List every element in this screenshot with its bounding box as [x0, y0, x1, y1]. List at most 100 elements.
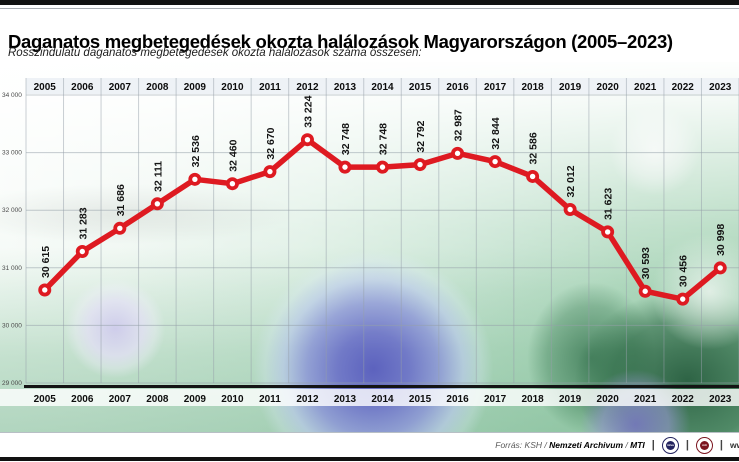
x-tick-label-top: 2017 [484, 82, 507, 93]
data-point-hole [454, 150, 461, 157]
x-tick-label-top: 2010 [221, 82, 244, 93]
mtva-logo-icon: mtva [661, 436, 679, 454]
data-label-2006: 31 283 [77, 207, 89, 239]
x-axis-line [24, 385, 739, 388]
data-label-2008: 32 111 [152, 161, 164, 192]
x-tick-label-bottom: 2006 [71, 394, 94, 405]
x-tick-label-bottom: 2020 [597, 394, 620, 405]
x-tick-label-bottom: 2021 [634, 394, 657, 405]
x-tick-label-bottom: 2012 [296, 394, 319, 405]
data-point-hole [342, 164, 348, 170]
x-axis-bottom-band [0, 389, 739, 406]
x-tick-label-bottom: 2013 [334, 394, 357, 405]
x-tick-label-bottom: 2022 [672, 394, 695, 405]
footer-divider-1: | [651, 439, 655, 451]
y-tick-label: 30 000 [2, 322, 22, 329]
data-label-2015: 32 792 [415, 120, 427, 152]
y-tick-label: 32 000 [2, 207, 22, 214]
data-label-2009: 32 536 [190, 135, 202, 167]
x-tick-label-top: 2020 [597, 82, 620, 93]
source-separator: / [544, 440, 547, 450]
bottom-border-bar [0, 457, 739, 461]
x-tick-label-bottom: 2018 [521, 394, 544, 405]
source-prefix: Forrás: [495, 440, 523, 450]
data-label-2012: 33 224 [302, 95, 314, 127]
x-tick-label-top: 2006 [71, 82, 94, 93]
data-label-2020: 31 623 [603, 188, 615, 220]
top-divider-line [0, 8, 739, 9]
x-tick-label-top: 2022 [672, 82, 695, 93]
data-label-2010: 32 460 [227, 139, 239, 171]
data-point-hole [717, 265, 723, 271]
page-title: Daganatos megbetegedések okozta halálozá… [8, 31, 673, 53]
y-tick-label: 29 000 [2, 380, 22, 387]
y-tick-label: 33 000 [2, 150, 22, 157]
data-label-2013: 32 748 [340, 123, 352, 155]
x-tick-label-bottom: 2015 [409, 394, 432, 405]
data-label-2022: 30 456 [678, 255, 690, 287]
x-tick-label-bottom: 2010 [221, 394, 244, 405]
x-tick-label-bottom: 2011 [259, 394, 281, 405]
data-point-hole [642, 288, 648, 294]
x-tick-label-top: 2007 [109, 82, 132, 93]
data-label-2019: 32 012 [565, 165, 577, 197]
x-axis-top-band [26, 78, 739, 94]
page-subtitle: Rosszindulatú daganatos megbetegedések o… [8, 47, 422, 59]
x-tick-label-top: 2019 [559, 82, 582, 93]
x-tick-label-top: 2011 [259, 82, 281, 93]
data-point-hole [229, 181, 236, 187]
source-mti: MTI [630, 440, 645, 450]
x-tick-label-bottom: 2023 [709, 394, 732, 405]
mti-logo-text: mti [699, 440, 709, 450]
x-tick-label-bottom: 2007 [109, 394, 132, 405]
data-point-hole [304, 136, 311, 143]
x-tick-label-top: 2013 [334, 82, 357, 93]
data-point-hole [117, 225, 123, 231]
data-label-2005: 30 615 [40, 246, 52, 278]
data-point-hole [267, 168, 273, 175]
source-ksh: KSH [524, 440, 543, 450]
data-label-2021: 30 593 [640, 247, 652, 279]
data-point-hole [79, 248, 85, 255]
clipped-url-text: ww [730, 440, 739, 450]
x-tick-label-bottom: 2014 [371, 394, 394, 405]
data-label-2016: 32 987 [453, 109, 465, 141]
x-tick-label-top: 2012 [296, 82, 319, 93]
x-tick-label-top: 2015 [409, 82, 432, 93]
x-tick-label-bottom: 2017 [484, 394, 507, 405]
x-tick-label-bottom: 2008 [146, 394, 169, 405]
x-tick-label-top: 2009 [184, 82, 207, 93]
data-point-hole [604, 229, 611, 235]
data-point-hole [192, 176, 198, 183]
data-label-2017: 32 844 [490, 117, 502, 149]
data-label-2011: 32 670 [265, 127, 277, 159]
source-separator-2: / [625, 440, 628, 450]
top-border-bar [0, 0, 739, 5]
mti-logo-icon: mti [695, 436, 713, 454]
footer-divider-3: | [719, 439, 723, 451]
y-tick-label: 34 000 [2, 92, 22, 99]
data-point-hole [417, 161, 423, 168]
y-tick-label: 31 000 [2, 265, 22, 272]
x-tick-label-bottom: 2019 [559, 394, 582, 405]
x-tick-label-top: 2005 [34, 82, 57, 93]
x-tick-label-bottom: 2005 [34, 394, 57, 405]
data-point-hole [680, 296, 686, 302]
x-tick-label-top: 2016 [446, 82, 469, 93]
x-tick-label-top: 2021 [634, 82, 657, 93]
data-label-2018: 32 586 [528, 132, 540, 164]
x-tick-label-bottom: 2009 [184, 394, 207, 405]
x-tick-label-top: 2014 [371, 82, 394, 93]
footer-bar: Forrás: KSH / Nemzeti Archivum / MTI | m… [0, 432, 739, 457]
data-point-hole [379, 164, 386, 170]
footer-divider-2: | [685, 439, 689, 451]
source-archive: Nemzeti Archivum [549, 440, 623, 450]
data-point-hole [492, 158, 498, 165]
line-chart: 34 000 33 000 32 000 31 000 30 000 29 000 2005… [0, 78, 739, 406]
x-tick-label-bottom: 2016 [446, 394, 469, 405]
mtva-logo-text: mtva [665, 440, 675, 450]
data-label-2007: 31 686 [115, 184, 127, 216]
source-credit: Forrás: KSH / Nemzeti Archivum / MTI [495, 440, 645, 450]
x-tick-label-top: 2008 [146, 82, 169, 93]
